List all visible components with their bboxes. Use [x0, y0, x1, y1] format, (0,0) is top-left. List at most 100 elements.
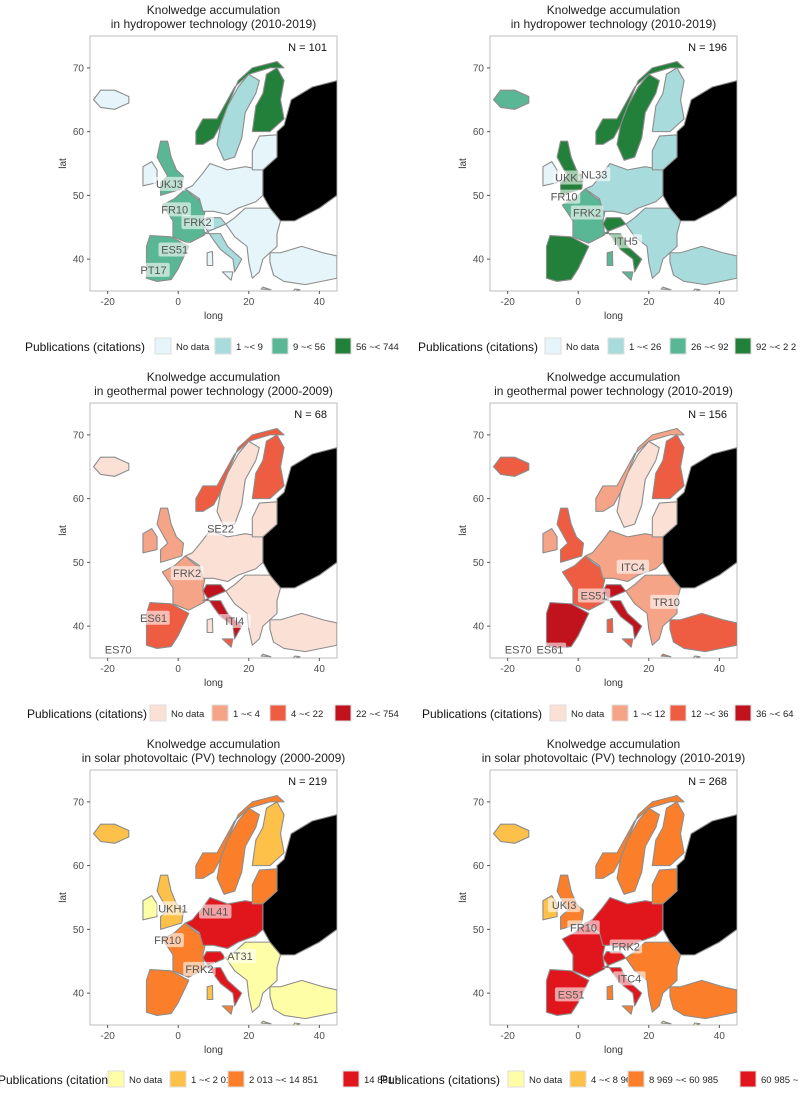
y-tick-label: 50 — [473, 558, 485, 569]
x-tick-label: 40 — [714, 1031, 726, 1042]
legend-entry: No data — [529, 1075, 563, 1086]
panel-title: Knolwedge accumulation — [147, 3, 280, 17]
region-label-bg — [577, 588, 611, 603]
region-sicily — [221, 271, 234, 281]
region-label-bg — [170, 566, 204, 581]
region-label-bg — [218, 613, 251, 628]
y-tick-label: 50 — [73, 558, 85, 569]
legend-entry: 60 985 ~ — [761, 1075, 799, 1086]
legend-swatch — [669, 337, 687, 355]
x-tick-label: 40 — [314, 1031, 326, 1042]
region-cyprus — [292, 1022, 301, 1025]
x-tick-label: 0 — [175, 664, 181, 675]
region-label: NL33 — [581, 169, 607, 181]
region-finland — [651, 801, 685, 867]
region-label-bg — [502, 642, 535, 657]
legend: Publications (citations) No data 1 ~< 4 4 ~… — [27, 704, 399, 722]
legend-entry: 36 ~< 64 — [756, 709, 794, 720]
region-sicily — [621, 638, 634, 648]
region-label-bg — [553, 170, 586, 185]
x-tick-label: 0 — [175, 297, 181, 308]
legend-swatch — [269, 704, 287, 722]
y-tick-label: 60 — [473, 494, 485, 505]
region-label-bg — [609, 234, 643, 249]
region-label-bg — [137, 262, 170, 277]
region-cyprus — [292, 655, 301, 658]
region-label: ES61 — [537, 645, 564, 657]
region-label-bg — [153, 176, 186, 191]
region-label-bg — [183, 961, 216, 976]
x-axis-title: long — [604, 311, 623, 322]
region-ireland — [142, 528, 158, 554]
x-tick-label: 20 — [243, 1031, 255, 1042]
legend-entry: 4 ~< 22 — [291, 709, 323, 720]
region-label-bg — [616, 559, 650, 574]
legend-swatch — [211, 704, 229, 722]
legend: Publications (citations) No data 1 ~< 9 9 ~… — [25, 337, 399, 355]
region-finland — [251, 801, 285, 867]
legend-title: Publications (citations) — [0, 1073, 118, 1087]
y-tick-label: 50 — [73, 191, 85, 202]
panel-subtitle: in solar photovoltaic (PV) technology (2… — [82, 751, 345, 765]
region-label: FRK2 — [173, 568, 201, 580]
region-russia — [262, 447, 337, 589]
legend-title: Publications (citations) — [380, 1073, 500, 1087]
region-balkans — [225, 207, 282, 279]
region-russia — [662, 814, 737, 956]
region-label: TR10 — [653, 597, 680, 609]
legend-entry: No data — [571, 709, 605, 720]
region-label-bg — [533, 642, 567, 657]
region-label-bg — [650, 594, 683, 609]
legend-entry: 2 013 ~< 14 851 — [249, 1075, 318, 1086]
region-italy — [602, 584, 643, 640]
legend-entry: 1 ~< 9 — [236, 342, 263, 353]
region-label-bg — [158, 202, 191, 217]
region-iberia — [145, 968, 190, 1016]
sample-size-label: N = 101 — [288, 42, 327, 54]
y-tick-label: 60 — [73, 861, 85, 872]
region-label: NL41 — [202, 906, 228, 918]
legend: Publications (citations) No data 1 ~< 2 01… — [0, 1070, 402, 1088]
legend-entry: 8 969 ~< 60 985 — [649, 1075, 718, 1086]
region-label: SE22 — [207, 524, 234, 536]
legend-swatch — [507, 1070, 525, 1088]
region-iceland — [92, 89, 130, 110]
region-cyprus — [692, 288, 701, 291]
region-finland — [651, 434, 685, 500]
region-cyprus — [692, 1022, 701, 1025]
region-label: FRK2 — [612, 942, 640, 954]
region-sweden — [216, 73, 260, 161]
legend-swatch — [544, 337, 562, 355]
region-label: FR10 — [161, 204, 188, 216]
x-tick-label: 0 — [575, 1031, 581, 1042]
x-tick-label: 20 — [643, 1031, 655, 1042]
region-finland — [251, 67, 285, 133]
legend-entry: 26 ~< 92 — [691, 342, 729, 353]
x-tick-label: 0 — [575, 297, 581, 308]
region-label-bg — [151, 933, 184, 948]
x-axis-title: long — [204, 678, 223, 689]
legend: Publications (citations) No data 1 ~< 26 26… — [418, 337, 796, 355]
legend-entry: No data — [129, 1075, 163, 1086]
legend-title: Publications (citations) — [27, 707, 147, 721]
legend-swatch — [271, 337, 289, 355]
y-tick-label: 40 — [73, 622, 85, 633]
legend-swatch — [107, 1070, 125, 1088]
legend-entry: 1 ~< 4 — [233, 709, 260, 720]
legend-title: Publications (citations) — [25, 340, 145, 354]
legend: Publications (citations) No data 1 ~< 12 12… — [422, 704, 794, 722]
legend-swatch — [627, 1070, 645, 1088]
region-norway — [195, 427, 285, 512]
region-label: ES70 — [505, 645, 532, 657]
region-cyprus — [292, 288, 301, 291]
region-label: UKH1 — [158, 903, 187, 915]
map-layer — [492, 427, 737, 658]
region-label-bg — [199, 904, 232, 919]
region-label: UKJ3 — [156, 179, 183, 191]
legend-entry: 9 ~< 56 — [293, 342, 325, 353]
region-label: UKI3 — [552, 900, 576, 912]
